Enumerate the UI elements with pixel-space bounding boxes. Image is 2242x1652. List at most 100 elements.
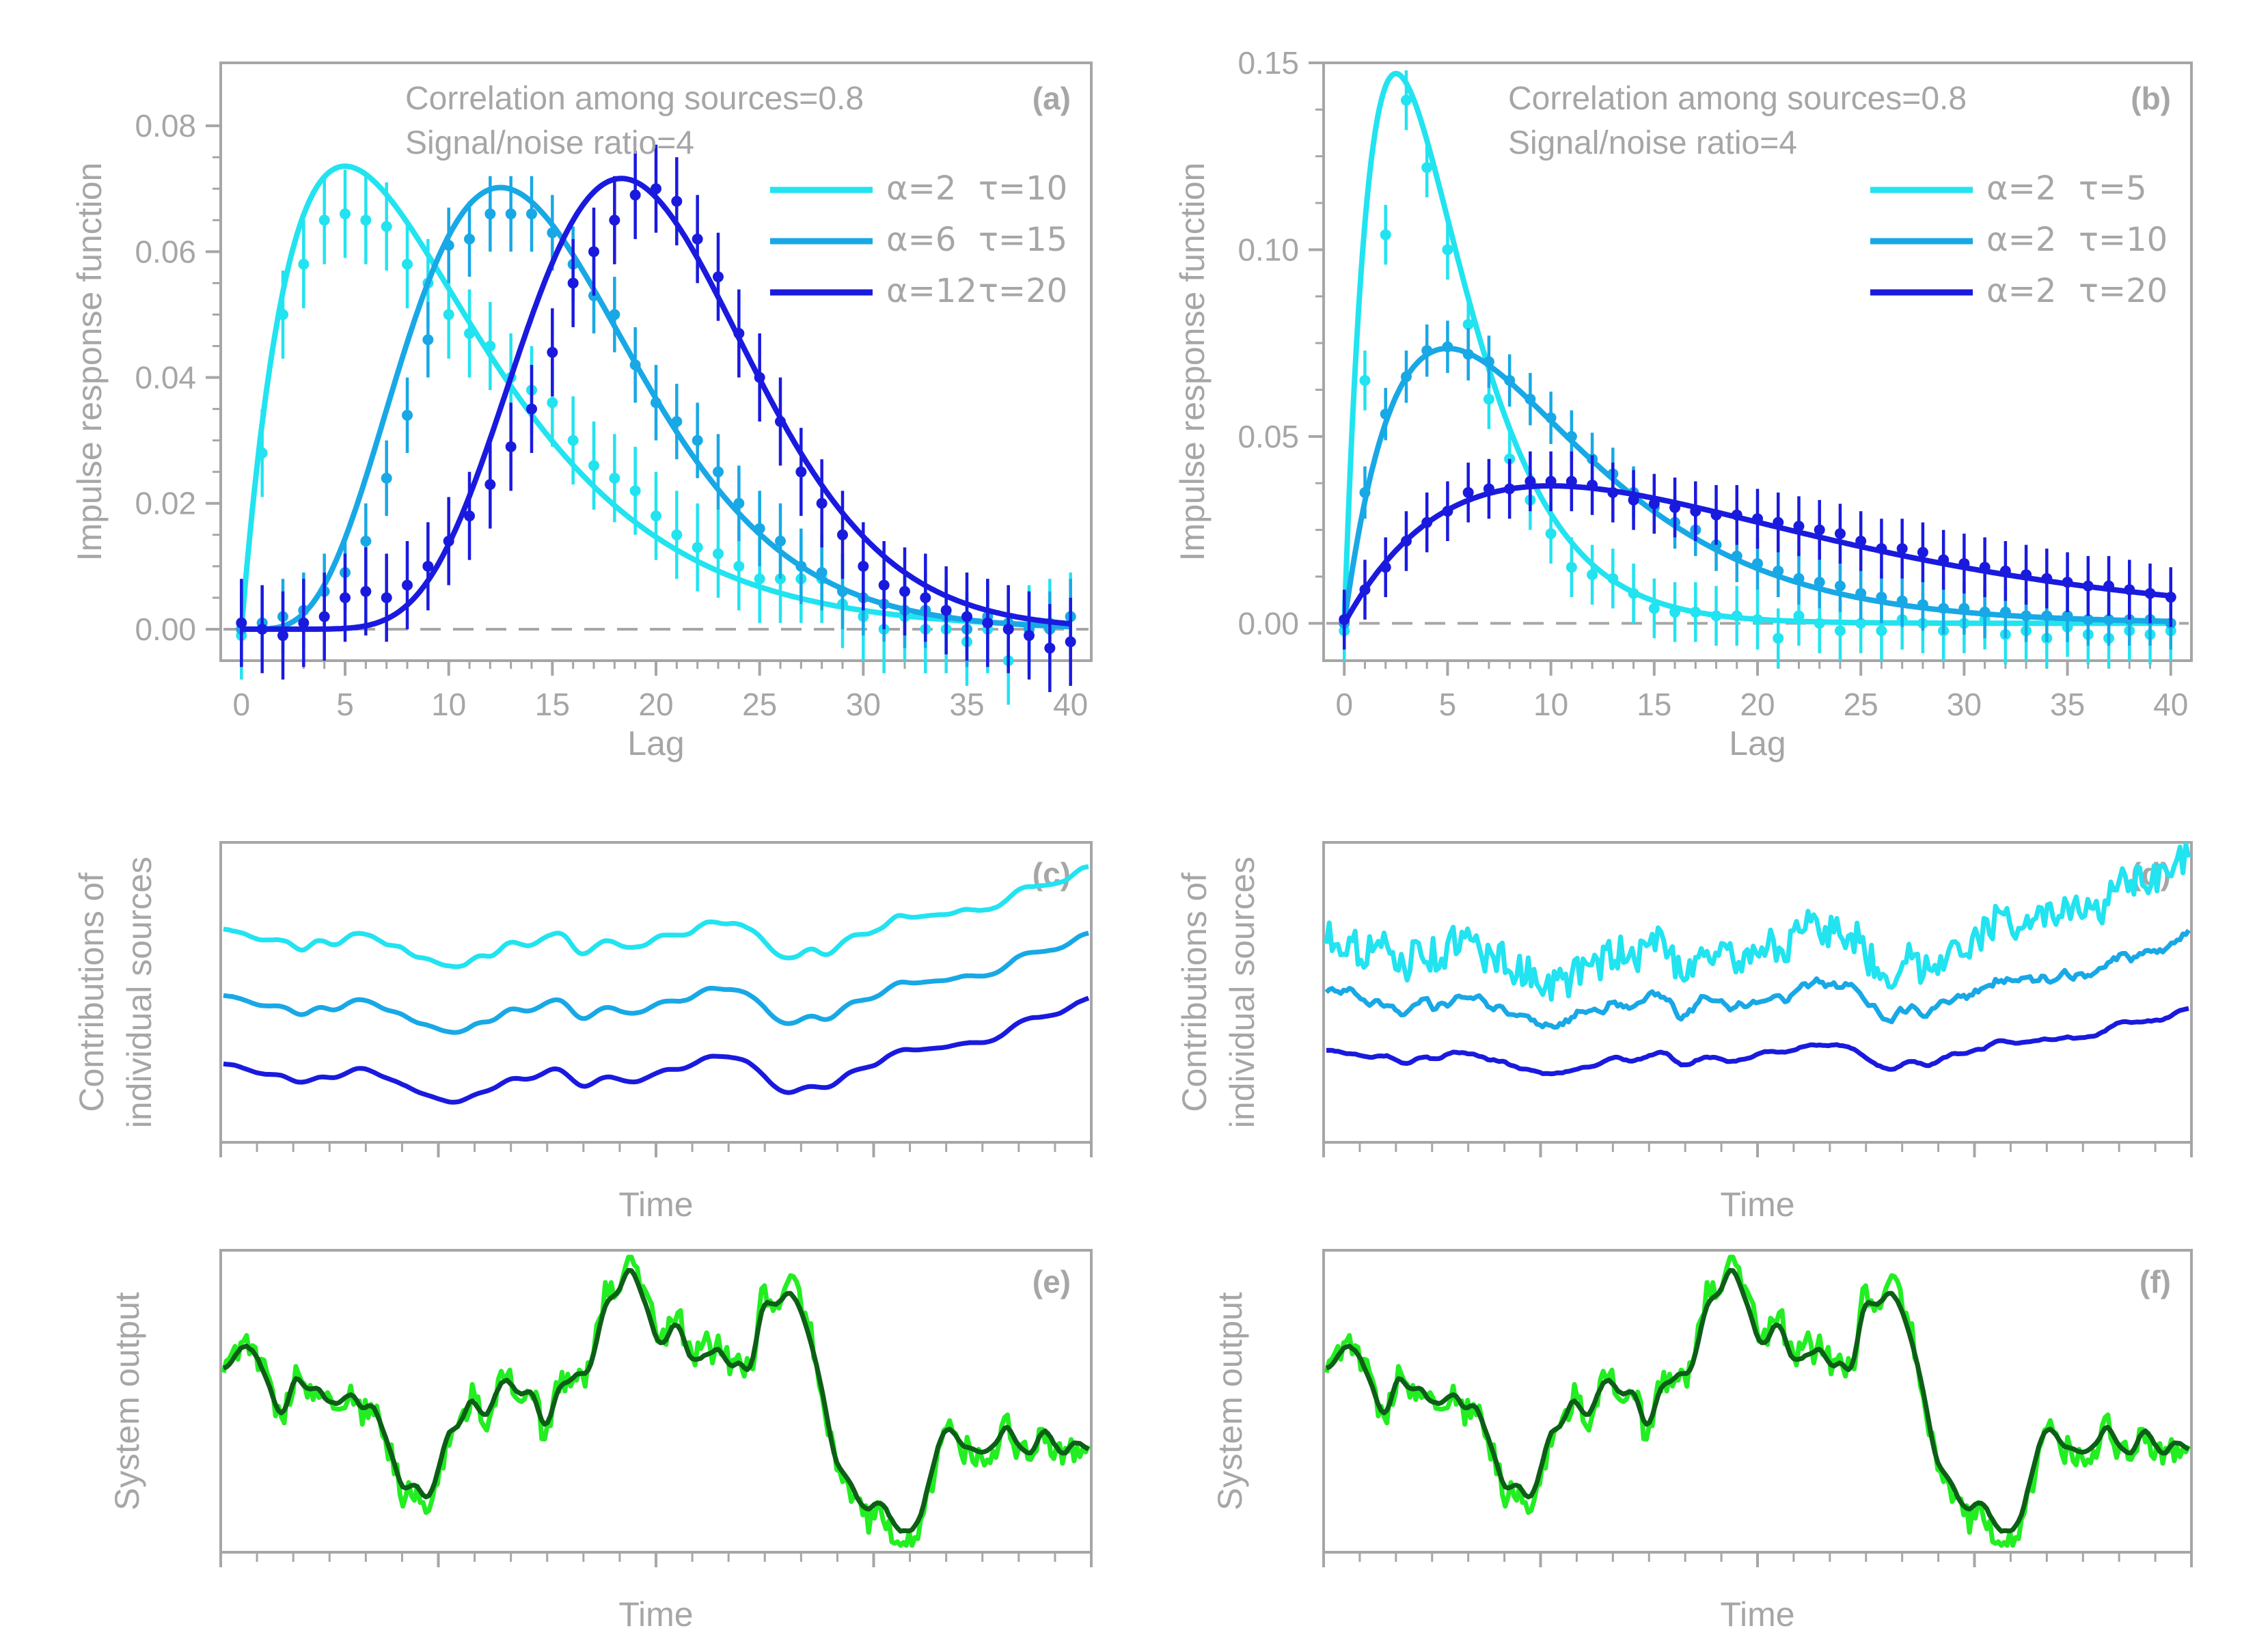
data-point <box>2062 610 2073 622</box>
data-point <box>1896 542 1908 554</box>
data-point <box>1607 573 1619 584</box>
data-point <box>236 617 247 629</box>
data-point <box>837 529 848 540</box>
data-point <box>2144 588 2156 599</box>
data-point <box>464 328 475 340</box>
data-point <box>1380 562 1391 573</box>
figure-layer: 0 5 10 15 20 25 30 35 40 0.00 0.02 0.04 0.06 0.08 Lag I… <box>70 45 2193 1634</box>
data-point <box>1669 501 1681 513</box>
x-tick-label: 20 <box>1740 687 1775 722</box>
legend-alpha-label: α=6 <box>886 221 956 259</box>
data-point <box>1958 603 1970 614</box>
x-tick-label: 5 <box>1439 687 1457 722</box>
series-3 <box>1339 451 2176 650</box>
data-point <box>1421 345 1433 357</box>
data-point <box>1999 565 2011 577</box>
data-point <box>671 529 683 540</box>
data-point <box>858 560 869 572</box>
panel-a: 0 5 10 15 20 25 30 35 40 0.00 0.02 0.04 0.06 0.08 Lag I… <box>70 61 1093 762</box>
x-tick-label: 20 <box>638 687 673 722</box>
x-tick-label: 0 <box>1335 687 1353 722</box>
data-point <box>1855 536 1867 547</box>
data-point <box>464 510 475 522</box>
data-point <box>2124 584 2135 596</box>
data-point <box>651 183 661 195</box>
data-point <box>484 479 496 491</box>
data-point <box>402 409 413 421</box>
data-point <box>1380 229 1391 240</box>
data-point <box>1814 577 1825 588</box>
data-point <box>298 617 310 629</box>
data-point <box>1834 528 1846 540</box>
data-point <box>609 472 620 484</box>
data-point <box>422 334 434 346</box>
data-point <box>256 448 268 459</box>
data-point <box>1545 528 1557 540</box>
x-tick-label: 30 <box>846 687 881 722</box>
data-point <box>920 592 931 603</box>
data-point <box>754 372 765 383</box>
data-point <box>1380 409 1391 420</box>
y-tick-label: 0.08 <box>135 108 196 143</box>
legend-alpha-label: α=2 <box>1986 221 2056 259</box>
data-point <box>1752 614 1763 625</box>
data-point <box>651 397 661 409</box>
x-tick-label: 5 <box>336 687 354 722</box>
legend-tau-label: τ=20 <box>2079 272 2168 310</box>
x-tick-label: 10 <box>431 687 466 722</box>
data-point <box>588 246 599 258</box>
panel-f: Time System output (f) <box>1211 1249 2193 1634</box>
data-point <box>1814 618 1825 629</box>
data-point <box>1024 630 1035 642</box>
data-point <box>713 466 724 478</box>
data-point <box>795 560 807 572</box>
data-point <box>1773 565 1784 577</box>
data-point <box>2041 610 2053 622</box>
data-point <box>1587 569 1598 581</box>
x-tick-label: 15 <box>535 687 570 722</box>
y-axis-label: Impulse response function <box>70 163 109 562</box>
data-point <box>1628 494 1639 506</box>
data-point <box>1896 595 1908 607</box>
data-point <box>567 435 579 446</box>
legend-tau-label: τ=10 <box>2079 221 2168 259</box>
data-point <box>775 536 786 547</box>
y-axis-label: System output <box>108 1292 146 1511</box>
panel-label: (e) <box>1033 1264 1071 1299</box>
source-contribution-line <box>1326 1006 2189 1077</box>
data-point <box>609 309 620 320</box>
data-point <box>629 359 641 371</box>
data-point <box>484 208 496 220</box>
data-point <box>298 258 310 270</box>
y-tick-label: 0.15 <box>1238 45 1299 81</box>
data-point <box>1958 557 1970 569</box>
data-point <box>1628 588 1639 599</box>
panel-b: 0 5 10 15 20 25 30 35 40 0.00 0.05 0.10 0.15 Lag Impul… <box>1173 45 2193 762</box>
data-point <box>816 497 828 509</box>
data-point <box>547 397 558 409</box>
legend-alpha-label: α=2 <box>1986 169 2056 208</box>
data-point <box>340 208 351 220</box>
data-point <box>422 560 434 572</box>
data-point <box>1834 580 1846 592</box>
data-point <box>1359 374 1371 386</box>
data-point <box>1044 642 1056 654</box>
data-point <box>1690 606 1701 618</box>
data-point <box>484 340 496 352</box>
data-point <box>2021 569 2032 581</box>
data-point <box>1979 562 1991 573</box>
data-point <box>1462 348 1474 360</box>
data-point <box>2041 573 2053 584</box>
data-point <box>1504 374 1516 386</box>
data-point <box>1917 547 1928 558</box>
data-point <box>1545 476 1557 487</box>
x-tick-label: 15 <box>1637 687 1671 722</box>
data-point <box>1999 606 2011 618</box>
legend-alpha-label: α=12 <box>886 272 977 310</box>
data-point <box>443 309 454 320</box>
data-point <box>1462 318 1474 330</box>
data-point <box>1938 554 1950 566</box>
source-contribution-line <box>1324 928 2191 1030</box>
data-point <box>1421 162 1433 174</box>
y-tick-label: 0.06 <box>135 234 196 269</box>
